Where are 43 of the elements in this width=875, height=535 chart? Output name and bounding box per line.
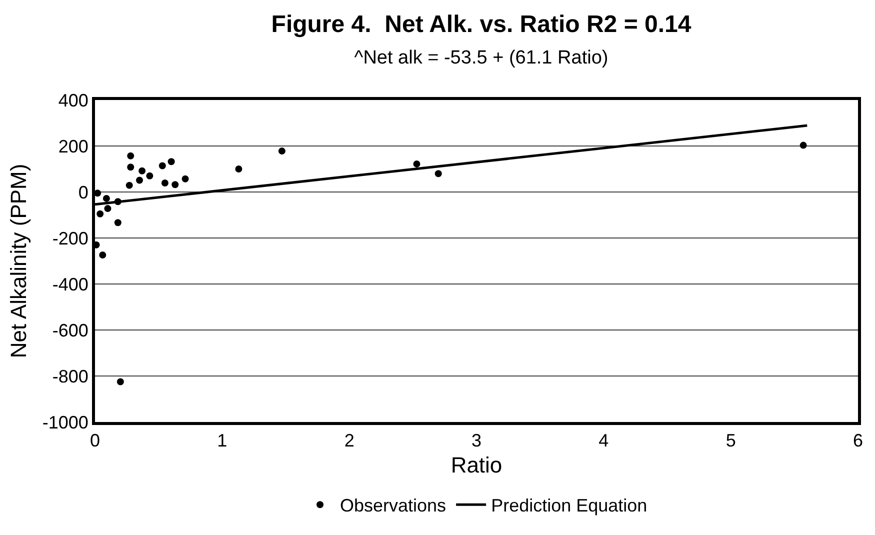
y-tick-label: -400: [52, 274, 88, 294]
point: [104, 205, 112, 212]
point: [127, 152, 134, 160]
point: [278, 148, 286, 155]
chart-subtitle: ^Net alk = -53.5 + (61.1 Ratio): [354, 47, 608, 68]
point: [96, 210, 104, 218]
y-tick-label: -200: [52, 228, 88, 248]
point: [161, 180, 168, 187]
point: [99, 252, 106, 259]
point: [158, 162, 166, 170]
y-tick-label: 400: [58, 90, 88, 110]
x-tick-label: 6: [852, 430, 864, 451]
y-tick-label: -600: [52, 320, 88, 340]
y-tick-label: 0: [78, 182, 88, 202]
legend-label: Prediction Equation: [491, 496, 648, 516]
x-tick-label: 1: [217, 430, 228, 451]
point: [235, 166, 242, 172]
point: [172, 181, 179, 188]
x-axis-title: Ratio: [450, 452, 502, 478]
y-tick-label: -1000: [42, 412, 88, 432]
point: [168, 158, 175, 166]
y-tick-label: 200: [58, 136, 88, 156]
x-tick-label: 3: [471, 430, 482, 451]
point: [136, 176, 144, 184]
point: [434, 170, 442, 178]
point: [138, 167, 146, 174]
x-tick-label: 5: [726, 430, 736, 451]
point: [114, 219, 122, 226]
point: [127, 164, 134, 171]
y-axis-title: Net Alkalinity (PPM): [6, 164, 32, 358]
point: [800, 142, 807, 149]
point: [413, 160, 420, 168]
point: [95, 190, 102, 197]
y-tick-label: -800: [52, 366, 88, 386]
x-tick-label: 2: [344, 430, 354, 451]
point: [116, 378, 124, 386]
point: [102, 194, 110, 202]
point: [126, 182, 133, 189]
x-tick-label: 4: [598, 430, 609, 451]
point: [146, 172, 154, 180]
legend-label: Observations: [340, 496, 446, 516]
chart-title: Figure 4. Net Alk. vs. Ratio R2 = 0.14: [271, 11, 692, 38]
point: [182, 175, 189, 182]
